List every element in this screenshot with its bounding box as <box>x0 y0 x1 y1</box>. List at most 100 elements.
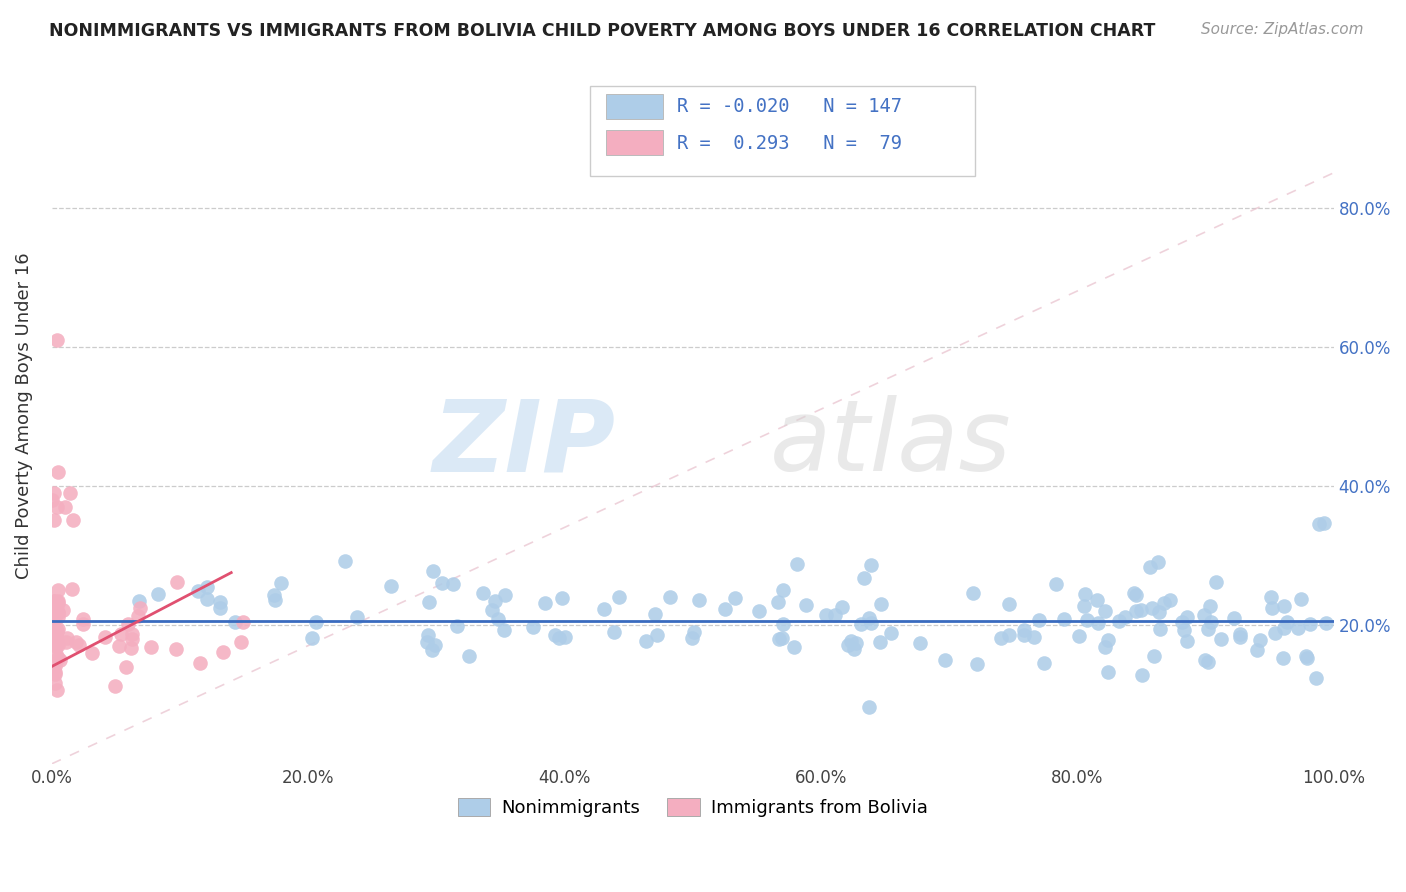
Point <box>1053 612 1076 626</box>
Point <box>56 631 79 645</box>
Point <box>1097 665 1119 680</box>
Point <box>67 638 90 652</box>
Point <box>1012 624 1035 638</box>
Point <box>550 591 572 605</box>
Point <box>209 600 232 615</box>
Text: R = -0.020   N = 147: R = -0.020 N = 147 <box>678 97 903 116</box>
Point <box>46 607 69 621</box>
Point <box>1229 627 1251 641</box>
Point <box>860 615 883 630</box>
Point <box>44 623 66 637</box>
Point <box>121 632 143 647</box>
Point <box>49 653 72 667</box>
Point <box>1197 623 1219 637</box>
Point <box>72 611 94 625</box>
Point <box>45 635 67 649</box>
Point <box>44 666 66 681</box>
Point <box>1296 650 1319 665</box>
Point <box>492 624 515 638</box>
Text: NONIMMIGRANTS VS IMMIGRANTS FROM BOLIVIA CHILD POVERTY AMONG BOYS UNDER 16 CORRE: NONIMMIGRANTS VS IMMIGRANTS FROM BOLIVIA… <box>49 22 1156 40</box>
Point <box>593 602 616 616</box>
Point <box>858 610 880 624</box>
Point <box>301 632 323 646</box>
Point <box>457 648 479 663</box>
Point <box>1299 617 1322 632</box>
Point <box>1171 615 1194 630</box>
Point <box>1028 613 1050 627</box>
Point <box>772 617 794 632</box>
Point <box>46 596 69 610</box>
Point <box>1272 650 1295 665</box>
Point <box>845 635 868 649</box>
Point <box>420 642 443 657</box>
Point <box>858 699 880 714</box>
Point <box>1199 599 1222 614</box>
Point <box>1024 630 1046 644</box>
Legend: Nonimmigrants, Immigrants from Bolivia: Nonimmigrants, Immigrants from Bolivia <box>451 790 935 824</box>
Point <box>166 575 188 590</box>
Point <box>1286 621 1309 635</box>
Point <box>1222 610 1244 624</box>
Point <box>195 580 218 594</box>
Point <box>1305 671 1327 685</box>
Point <box>430 576 453 591</box>
Point <box>547 631 569 645</box>
Point <box>65 634 87 648</box>
Point <box>609 591 631 605</box>
Point <box>1097 633 1119 648</box>
Point <box>859 558 882 572</box>
Point <box>1211 632 1233 646</box>
Point <box>1289 591 1312 606</box>
Point <box>1032 656 1054 670</box>
Point <box>41 664 63 678</box>
Text: Source: ZipAtlas.com: Source: ZipAtlas.com <box>1201 22 1364 37</box>
Point <box>1114 610 1136 624</box>
Point <box>416 627 439 641</box>
Point <box>42 593 65 607</box>
Point <box>1264 625 1286 640</box>
Point <box>146 587 169 601</box>
Point <box>1087 616 1109 631</box>
Point <box>380 579 402 593</box>
Point <box>910 636 932 650</box>
Point <box>104 679 127 693</box>
Point <box>53 500 76 514</box>
Point <box>41 624 63 639</box>
Point <box>188 656 211 670</box>
Point <box>644 607 666 622</box>
Point <box>1308 516 1330 531</box>
Point <box>60 582 83 597</box>
Point <box>45 647 67 661</box>
Point <box>52 603 75 617</box>
Point <box>187 584 209 599</box>
Point <box>962 586 984 600</box>
Point <box>44 608 66 623</box>
Point <box>46 624 69 639</box>
Point <box>768 595 790 609</box>
Point <box>688 592 710 607</box>
Text: R =  0.293   N =  79: R = 0.293 N = 79 <box>678 134 903 153</box>
Point <box>998 627 1021 641</box>
Point <box>494 588 516 602</box>
Point <box>1153 596 1175 610</box>
Point <box>44 485 66 500</box>
Point <box>44 658 66 673</box>
Point <box>115 660 138 674</box>
Point <box>1130 667 1153 681</box>
Point <box>45 632 67 646</box>
Point <box>998 597 1021 611</box>
Point <box>1275 615 1298 629</box>
Point <box>1201 615 1223 629</box>
Point <box>129 601 152 615</box>
Point <box>108 639 131 653</box>
Point <box>44 665 66 680</box>
Point <box>128 593 150 607</box>
Point <box>42 628 65 642</box>
Point <box>45 682 67 697</box>
Point <box>44 676 66 690</box>
Point <box>1108 614 1130 628</box>
Point <box>41 594 63 608</box>
Point <box>880 625 903 640</box>
Point <box>418 595 440 609</box>
Text: atlas: atlas <box>769 395 1011 492</box>
